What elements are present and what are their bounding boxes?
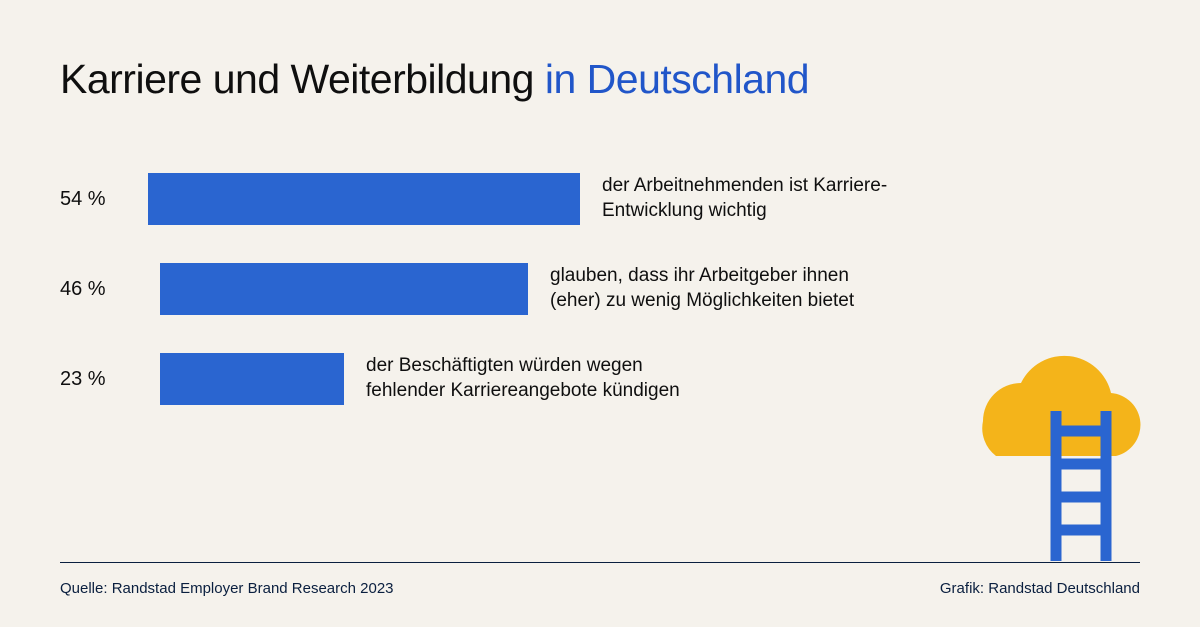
bar — [160, 353, 344, 405]
source-text: Quelle: Randstad Employer Brand Research… — [60, 580, 394, 597]
bar — [160, 263, 528, 315]
footer: Quelle: Randstad Employer Brand Research… — [60, 580, 1140, 597]
page-title: Karriere und Weiterbildung in Deutschlan… — [60, 56, 1140, 103]
bar-row: 54 % der Arbeitnehmenden ist Karriere-En… — [60, 173, 940, 225]
title-accent: in Deutschland — [545, 56, 809, 102]
credit-text: Grafik: Randstad Deutschland — [940, 580, 1140, 597]
footer-divider — [60, 562, 1140, 563]
percent-label: 46 % — [60, 278, 160, 301]
bar-row: 46 % glauben, dass ihr Arbeitgeber ihnen… — [60, 263, 940, 315]
bar-description: glauben, dass ihr Arbeitgeber ihnen (ehe… — [528, 264, 888, 313]
bar-wrap — [160, 263, 528, 315]
ladder-icon — [1056, 411, 1106, 561]
bar-description: der Arbeitnehmenden ist Karriere-Entwick… — [580, 174, 940, 223]
cloud-ladder-illustration — [948, 301, 1148, 561]
bar-wrap — [148, 173, 580, 225]
percent-label: 23 % — [60, 368, 160, 391]
bar-wrap — [160, 353, 344, 405]
bar-description: der Beschäftigten würden wegen fehlender… — [344, 354, 704, 403]
bar — [148, 173, 580, 225]
bar-row: 23 % der Beschäftigten würden wegen fehl… — [60, 353, 940, 405]
percent-label: 54 % — [60, 188, 148, 211]
bar-chart: 54 % der Arbeitnehmenden ist Karriere-En… — [60, 173, 940, 405]
title-main: Karriere und Weiterbildung — [60, 56, 545, 102]
